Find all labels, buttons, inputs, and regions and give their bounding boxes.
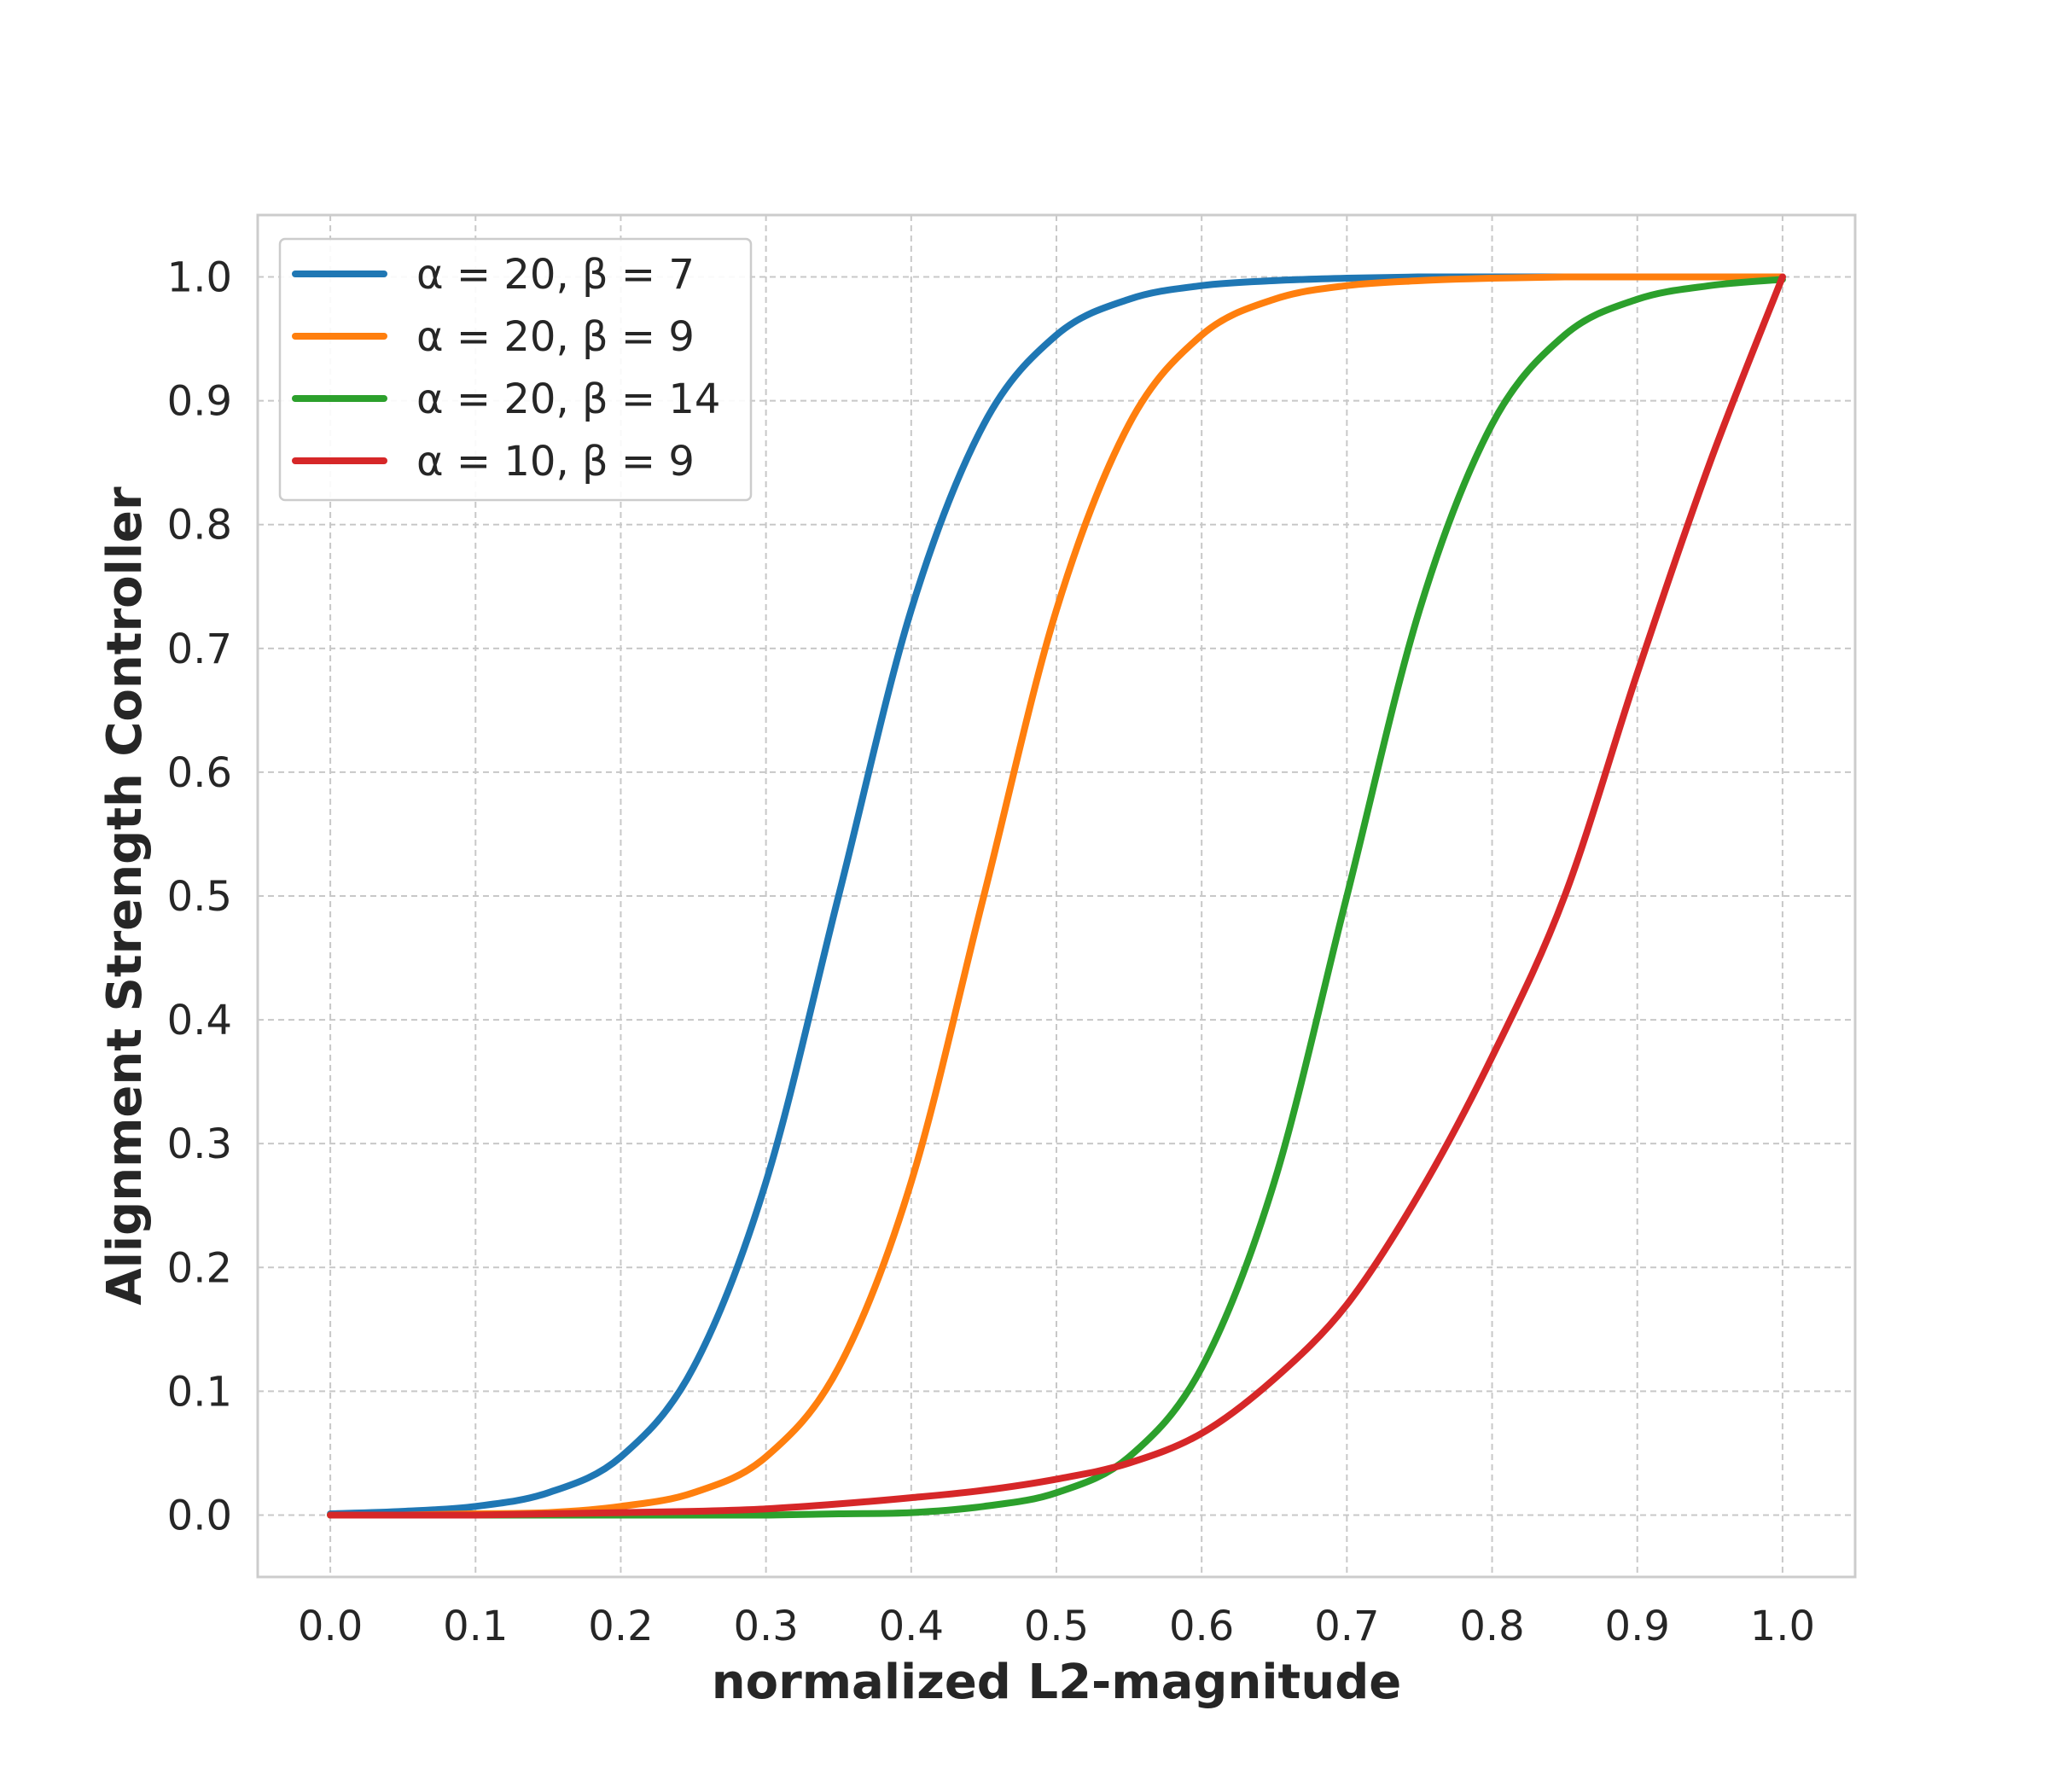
y-tick-label: 0.7 — [167, 625, 232, 673]
legend-label: α = 20, β = 9 — [416, 313, 695, 361]
x-tick-label: 0.4 — [879, 1603, 944, 1650]
y-tick-label: 0.2 — [167, 1244, 232, 1292]
y-tick-label: 0.8 — [167, 502, 232, 550]
x-tick-label: 0.6 — [1169, 1603, 1234, 1650]
y-axis-title: Alignment Strength Controller — [97, 486, 153, 1306]
x-axis-title: normalized L2-magnitude — [712, 1655, 1402, 1710]
x-tick-label: 1.0 — [1750, 1603, 1815, 1650]
legend-label: α = 20, β = 7 — [416, 251, 695, 299]
plot-frame — [256, 213, 1857, 1579]
y-tick-label: 0.5 — [167, 873, 232, 921]
series-line-4 — [327, 273, 1786, 1519]
x-tick-label: 0.8 — [1459, 1603, 1524, 1650]
series-line-2 — [327, 273, 1786, 1519]
y-tick-label: 0.4 — [167, 997, 232, 1044]
y-tick-label: 0.0 — [167, 1492, 232, 1539]
series-lines — [327, 273, 1786, 1519]
y-tick-label: 0.3 — [167, 1120, 232, 1168]
y-tick-label: 0.6 — [167, 749, 232, 797]
x-tick-label: 0.2 — [588, 1603, 653, 1650]
grid — [258, 215, 1855, 1577]
y-tick-label: 1.0 — [167, 254, 232, 302]
legend-label: α = 20, β = 14 — [416, 375, 720, 423]
x-tick-label: 0.7 — [1314, 1603, 1379, 1650]
legend-label: α = 10, β = 9 — [416, 438, 695, 486]
x-tick-label: 0.0 — [298, 1603, 363, 1650]
x-tick-label: 0.5 — [1024, 1603, 1089, 1650]
y-tick-labels: 0.0 0.1 0.2 0.3 0.4 0.5 0.6 0.7 0.8 0.9 1.0 — [167, 254, 232, 1540]
legend: α = 20, β = 7 α = 20, β = 9 α = 20, β = 14… — [278, 237, 753, 502]
x-tick-labels: 0.0 0.1 0.2 0.3 0.4 0.5 0.6 0.7 0.8 0.9 1.0 — [298, 1603, 1815, 1650]
y-tick-label: 0.1 — [167, 1368, 232, 1416]
legend-box — [278, 237, 753, 502]
x-tick-label: 0.9 — [1605, 1603, 1670, 1650]
y-tick-label: 0.9 — [167, 378, 232, 426]
x-tick-label: 0.1 — [443, 1603, 508, 1650]
x-tick-label: 0.3 — [733, 1603, 798, 1650]
